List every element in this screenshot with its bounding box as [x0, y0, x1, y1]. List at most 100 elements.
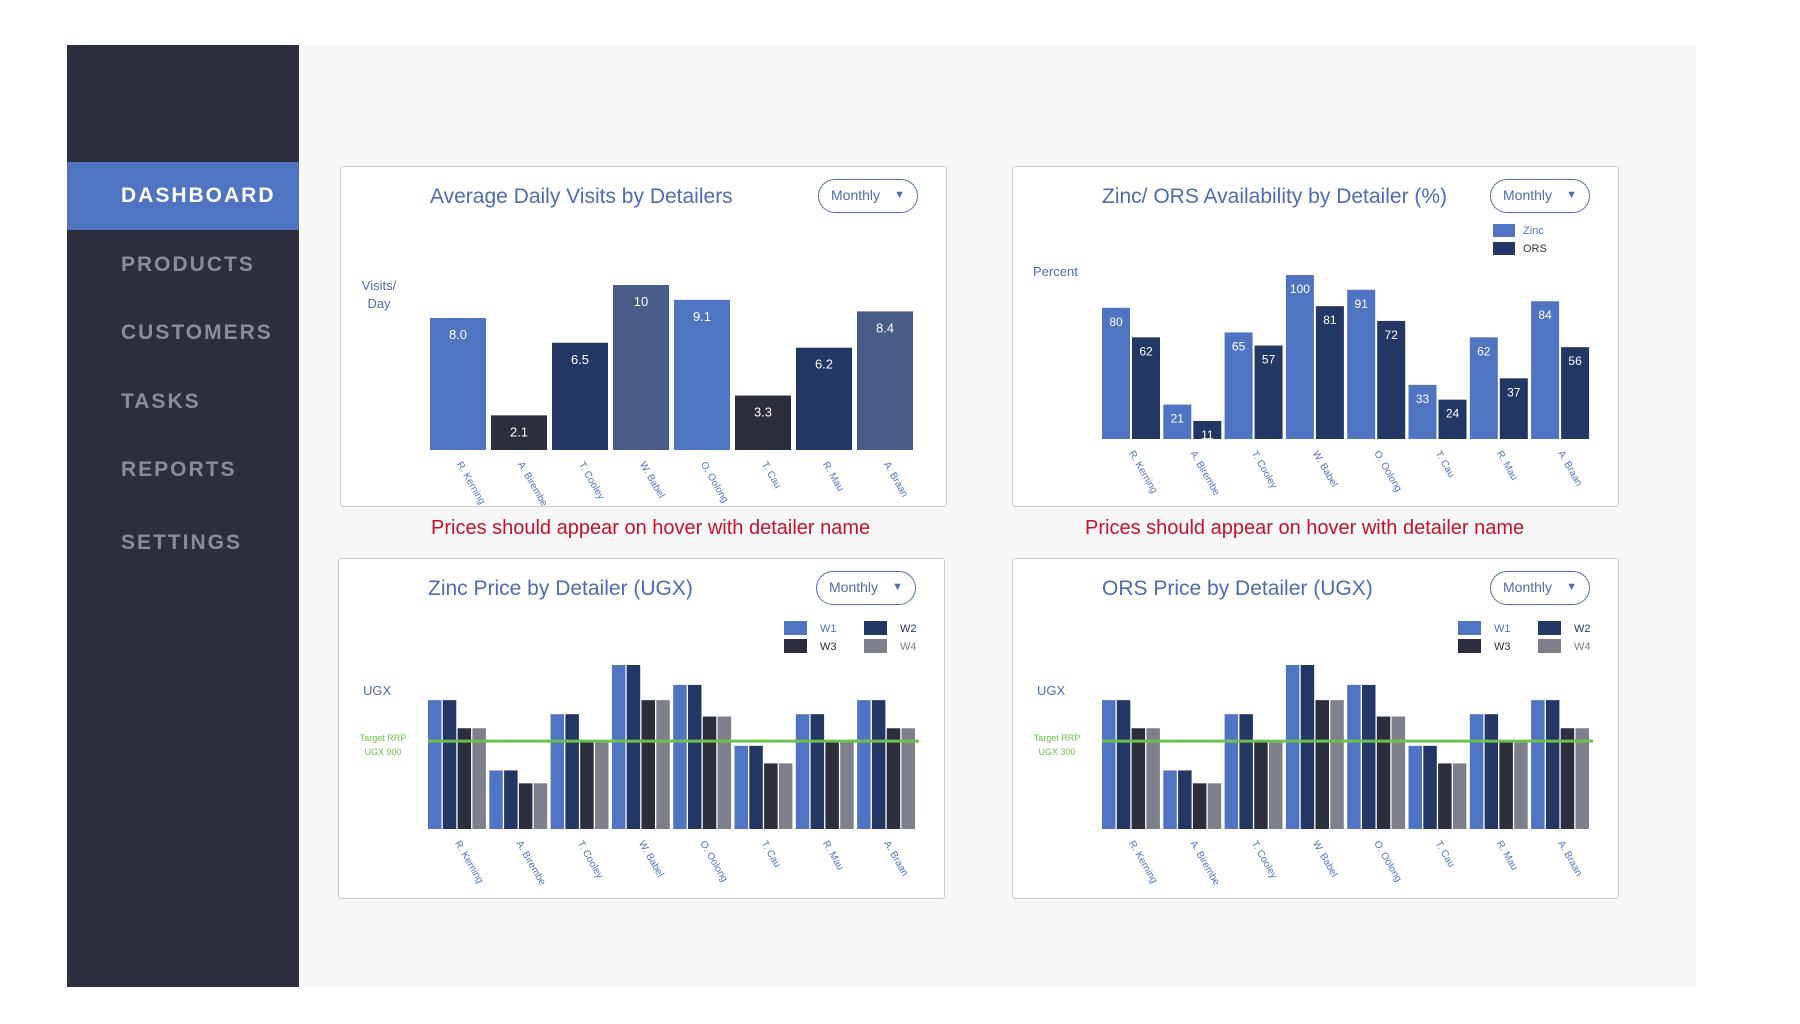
x-tick-label-a-braan: A. Braan	[881, 839, 910, 878]
data-label-zinc-o-oolong: 91	[1355, 297, 1369, 311]
bar-t-cau	[735, 395, 791, 450]
bar-w1-a-birembe	[489, 770, 503, 829]
legend-swatch-ors	[1493, 242, 1515, 255]
legend-label-w4: W4	[1574, 641, 1591, 653]
legend-label-ors: ORS	[1523, 243, 1547, 255]
x-tick-label-o-oolong: O. Oolong	[1371, 449, 1403, 494]
bar-w4-o-oolong	[717, 716, 732, 829]
data-label-ors-o-oolong: 72	[1385, 328, 1399, 342]
x-tick-label-a-braan: A. Braan	[881, 460, 910, 499]
bar-w2-w-babel	[1300, 665, 1315, 829]
x-tick-label-r-mau: R. Mau	[1494, 449, 1520, 482]
zinc-price-chart-card: Zinc Price by Detailer (UGX) Monthly ▼ U…	[338, 558, 945, 899]
data-label-zinc-w-babel: 100	[1290, 282, 1310, 296]
x-tick-label-t-cooley: T. Cooley	[576, 460, 606, 502]
bar-w1-t-cooley	[550, 714, 565, 829]
availability-bar-chart: Percent 80 62 21 11 65 57 100 81 91 72 33 24 62 37 84 5…	[1033, 224, 1590, 498]
data-label-o-oolong: 9.1	[693, 309, 711, 324]
bar-zinc-t-cooley	[1224, 332, 1253, 439]
bar-w4-r-mau	[840, 739, 854, 829]
bar-w4-r-kerning	[472, 728, 486, 829]
bar-w2-w-babel	[626, 665, 641, 829]
sidebar-item-settings[interactable]: SETTINGS	[121, 531, 243, 554]
card-title: ORS Price by Detailer (UGX)	[1102, 577, 1373, 600]
period-dropdown[interactable]: Monthly ▼	[818, 179, 918, 213]
bar-w3-w-babel	[641, 700, 655, 829]
period-dropdown[interactable]: Monthly ▼	[816, 571, 916, 605]
data-label-zinc-t-cau: 33	[1416, 392, 1430, 406]
bar-w2-o-oolong	[688, 684, 702, 829]
bar-w3-r-kerning	[457, 728, 472, 829]
x-tick-label-a-birembe: A. Birembe	[1187, 839, 1221, 888]
bar-w1-o-oolong	[1347, 684, 1361, 829]
bar-w3-t-cooley	[580, 739, 594, 829]
bar-w2-r-kerning	[442, 700, 457, 829]
sidebar: DASHBOARD PRODUCTS CUSTOMERS TASKS REPOR…	[67, 45, 299, 987]
caret-down-icon: ▼	[894, 189, 905, 201]
y-axis-label: Visits/	[362, 278, 397, 293]
bar-r-mau	[796, 347, 852, 450]
ors-price-chart-card: ORS Price by Detailer (UGX) Monthly ▼ UG…	[1012, 558, 1619, 899]
bar-w1-a-braan	[857, 700, 871, 829]
bar-w3-a-braan	[886, 728, 901, 829]
data-label-zinc-r-mau: 62	[1477, 344, 1491, 358]
sidebar-item-dashboard[interactable]: DASHBOARD	[67, 162, 299, 230]
x-tick-label-r-kerning: R. Kerning	[1126, 839, 1159, 885]
legend-label-w2: W2	[900, 623, 917, 635]
bar-w2-a-birembe	[1178, 770, 1192, 829]
bar-w3-t-cau	[764, 763, 778, 829]
bar-w1-r-kerning	[1102, 700, 1116, 829]
dropdown-value: Monthly	[831, 187, 881, 203]
bar-w-babel	[613, 285, 669, 450]
period-dropdown[interactable]: Monthly ▼	[1490, 179, 1590, 213]
bar-zinc-r-mau	[1469, 337, 1498, 439]
sidebar-item-reports[interactable]: REPORTS	[121, 458, 237, 481]
bar-ors-r-kerning	[1132, 337, 1160, 439]
bar-w2-t-cooley	[565, 714, 579, 829]
x-tick-label-w-babel: W. Babel	[637, 460, 667, 500]
data-label-ors-w-babel: 81	[1323, 313, 1337, 327]
x-tick-label-r-kerning: R. Kerning	[1126, 449, 1159, 495]
bar-w2-r-mau	[810, 714, 825, 829]
data-label-ors-t-cooley: 57	[1262, 353, 1276, 367]
sidebar-item-products[interactable]: PRODUCTS	[121, 253, 255, 276]
legend-swatch-w4	[864, 639, 887, 653]
x-tick-label-r-kerning: R. Kerning	[452, 839, 485, 885]
target-label: Target RRP	[1034, 733, 1081, 743]
data-label-ors-r-mau: 37	[1507, 385, 1521, 399]
data-label-ors-a-birembe: 11	[1201, 428, 1214, 442]
bar-w2-a-braan	[1545, 700, 1560, 829]
bar-w2-t-cooley	[1239, 714, 1253, 829]
target-label: UGX 300	[1038, 747, 1075, 757]
x-tick-label-a-birembe: A. Birembe	[515, 460, 549, 506]
legend-swatch-w2	[864, 621, 887, 635]
x-tick-label-r-kerning: R. Kerning	[454, 460, 487, 506]
bar-w3-r-mau	[1499, 739, 1513, 829]
bar-w1-t-cau	[734, 745, 748, 829]
legend-label-zinc: Zinc	[1523, 225, 1544, 237]
sidebar-item-tasks[interactable]: TASKS	[121, 390, 201, 413]
card-title: Average Daily Visits by Detailers	[430, 185, 733, 208]
y-axis-label: UGX	[1037, 683, 1066, 698]
visits-bar-chart: Visits/ Day 8.0 2.1 6.5 10 9.1 3.3 6.2 8.4 R. Ke…	[362, 278, 913, 506]
x-tick-label-w-babel: W. Babel	[636, 839, 666, 879]
bar-ors-r-mau	[1499, 378, 1528, 439]
legend-swatch-w3	[1458, 639, 1481, 653]
x-tick-label-t-cooley: T. Cooley	[1249, 449, 1279, 491]
period-dropdown[interactable]: Monthly ▼	[1490, 571, 1590, 605]
target-label: Target RRP	[360, 733, 407, 743]
data-label-ors-a-braan: 56	[1568, 354, 1582, 368]
legend-label-w1: W1	[1494, 623, 1511, 635]
bar-w2-o-oolong	[1362, 684, 1376, 829]
bar-w4-r-mau	[1514, 739, 1528, 829]
caret-down-icon: ▼	[1566, 581, 1577, 593]
bar-w3-r-kerning	[1131, 728, 1146, 829]
x-tick-label-t-cau: T. Cau	[759, 460, 783, 491]
bar-w4-a-braan	[901, 728, 915, 829]
data-label-t-cau: 3.3	[754, 405, 772, 420]
sidebar-item-customers[interactable]: CUSTOMERS	[121, 321, 273, 344]
bar-w4-w-babel	[1330, 700, 1344, 829]
legend-swatch-w4	[1538, 639, 1561, 653]
bar-w3-t-cau	[1438, 763, 1452, 829]
caret-down-icon: ▼	[1566, 189, 1577, 201]
